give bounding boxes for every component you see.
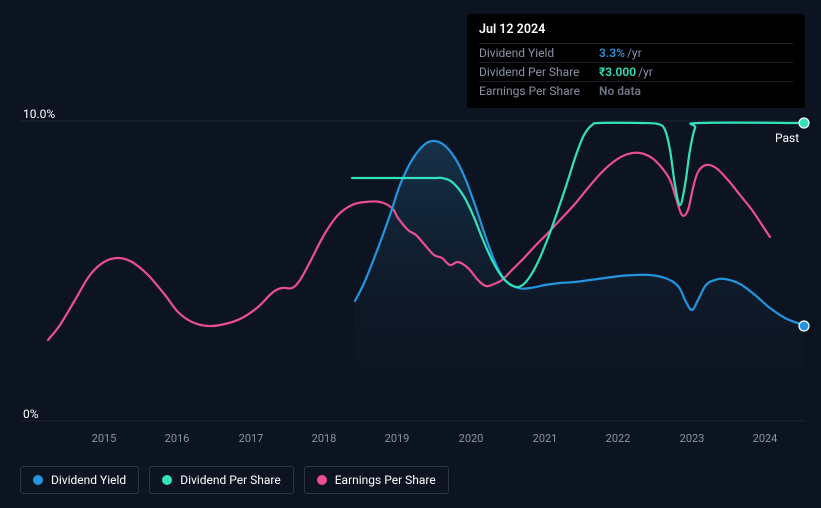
tooltip-row-value: ₹3.000 [599, 65, 636, 79]
chart-legend: Dividend Yield Dividend Per Share Earnings… [20, 466, 449, 494]
legend-item-label: Dividend Yield [51, 473, 126, 487]
tooltip-row-label: Earnings Per Share [479, 84, 599, 98]
x-axis-tick: 2019 [385, 432, 410, 445]
legend-item-label: Dividend Per Share [180, 473, 281, 487]
x-axis-tick: 2020 [459, 432, 484, 445]
tooltip-row-value: No data [599, 84, 641, 98]
x-axis-tick: 2021 [533, 432, 558, 445]
x-axis-tick: 2023 [680, 432, 705, 445]
tooltip-date: Jul 12 2024 [479, 22, 793, 37]
past-label: Past [775, 131, 799, 145]
x-axis-tick: 2022 [606, 432, 631, 445]
legend-item[interactable]: Dividend Per Share [149, 466, 294, 494]
tooltip-row-label: Dividend Yield [479, 46, 599, 60]
tooltip-row-suffix: /yr [627, 46, 642, 60]
x-axis-tick: 2017 [239, 432, 264, 445]
legend-item-label: Earnings Per Share [335, 473, 436, 487]
tooltip-row: Earnings Per ShareNo data [479, 81, 793, 100]
y-axis-bottom-label: 0% [23, 407, 39, 421]
legend-item[interactable]: Earnings Per Share [304, 466, 449, 494]
tooltip-row: Dividend Per Share₹3.000/yr [479, 62, 793, 81]
legend-item[interactable]: Dividend Yield [20, 466, 139, 494]
legend-dot [162, 475, 172, 485]
x-axis-tick: 2015 [92, 432, 117, 445]
x-axis-tick: 2018 [312, 432, 337, 445]
tooltip-row: Dividend Yield3.3%/yr [479, 43, 793, 62]
tooltip-row-suffix: /yr [638, 65, 653, 79]
chart-tooltip: Jul 12 2024 Dividend Yield3.3%/yrDividen… [467, 14, 805, 108]
tooltip-row-value: 3.3% [599, 46, 625, 60]
y-axis-top-label: 10.0% [23, 107, 55, 121]
legend-dot [317, 475, 327, 485]
x-axis-tick: 2024 [753, 432, 778, 445]
x-axis-tick: 2016 [165, 432, 190, 445]
legend-dot [33, 475, 43, 485]
tooltip-row-label: Dividend Per Share [479, 65, 599, 79]
